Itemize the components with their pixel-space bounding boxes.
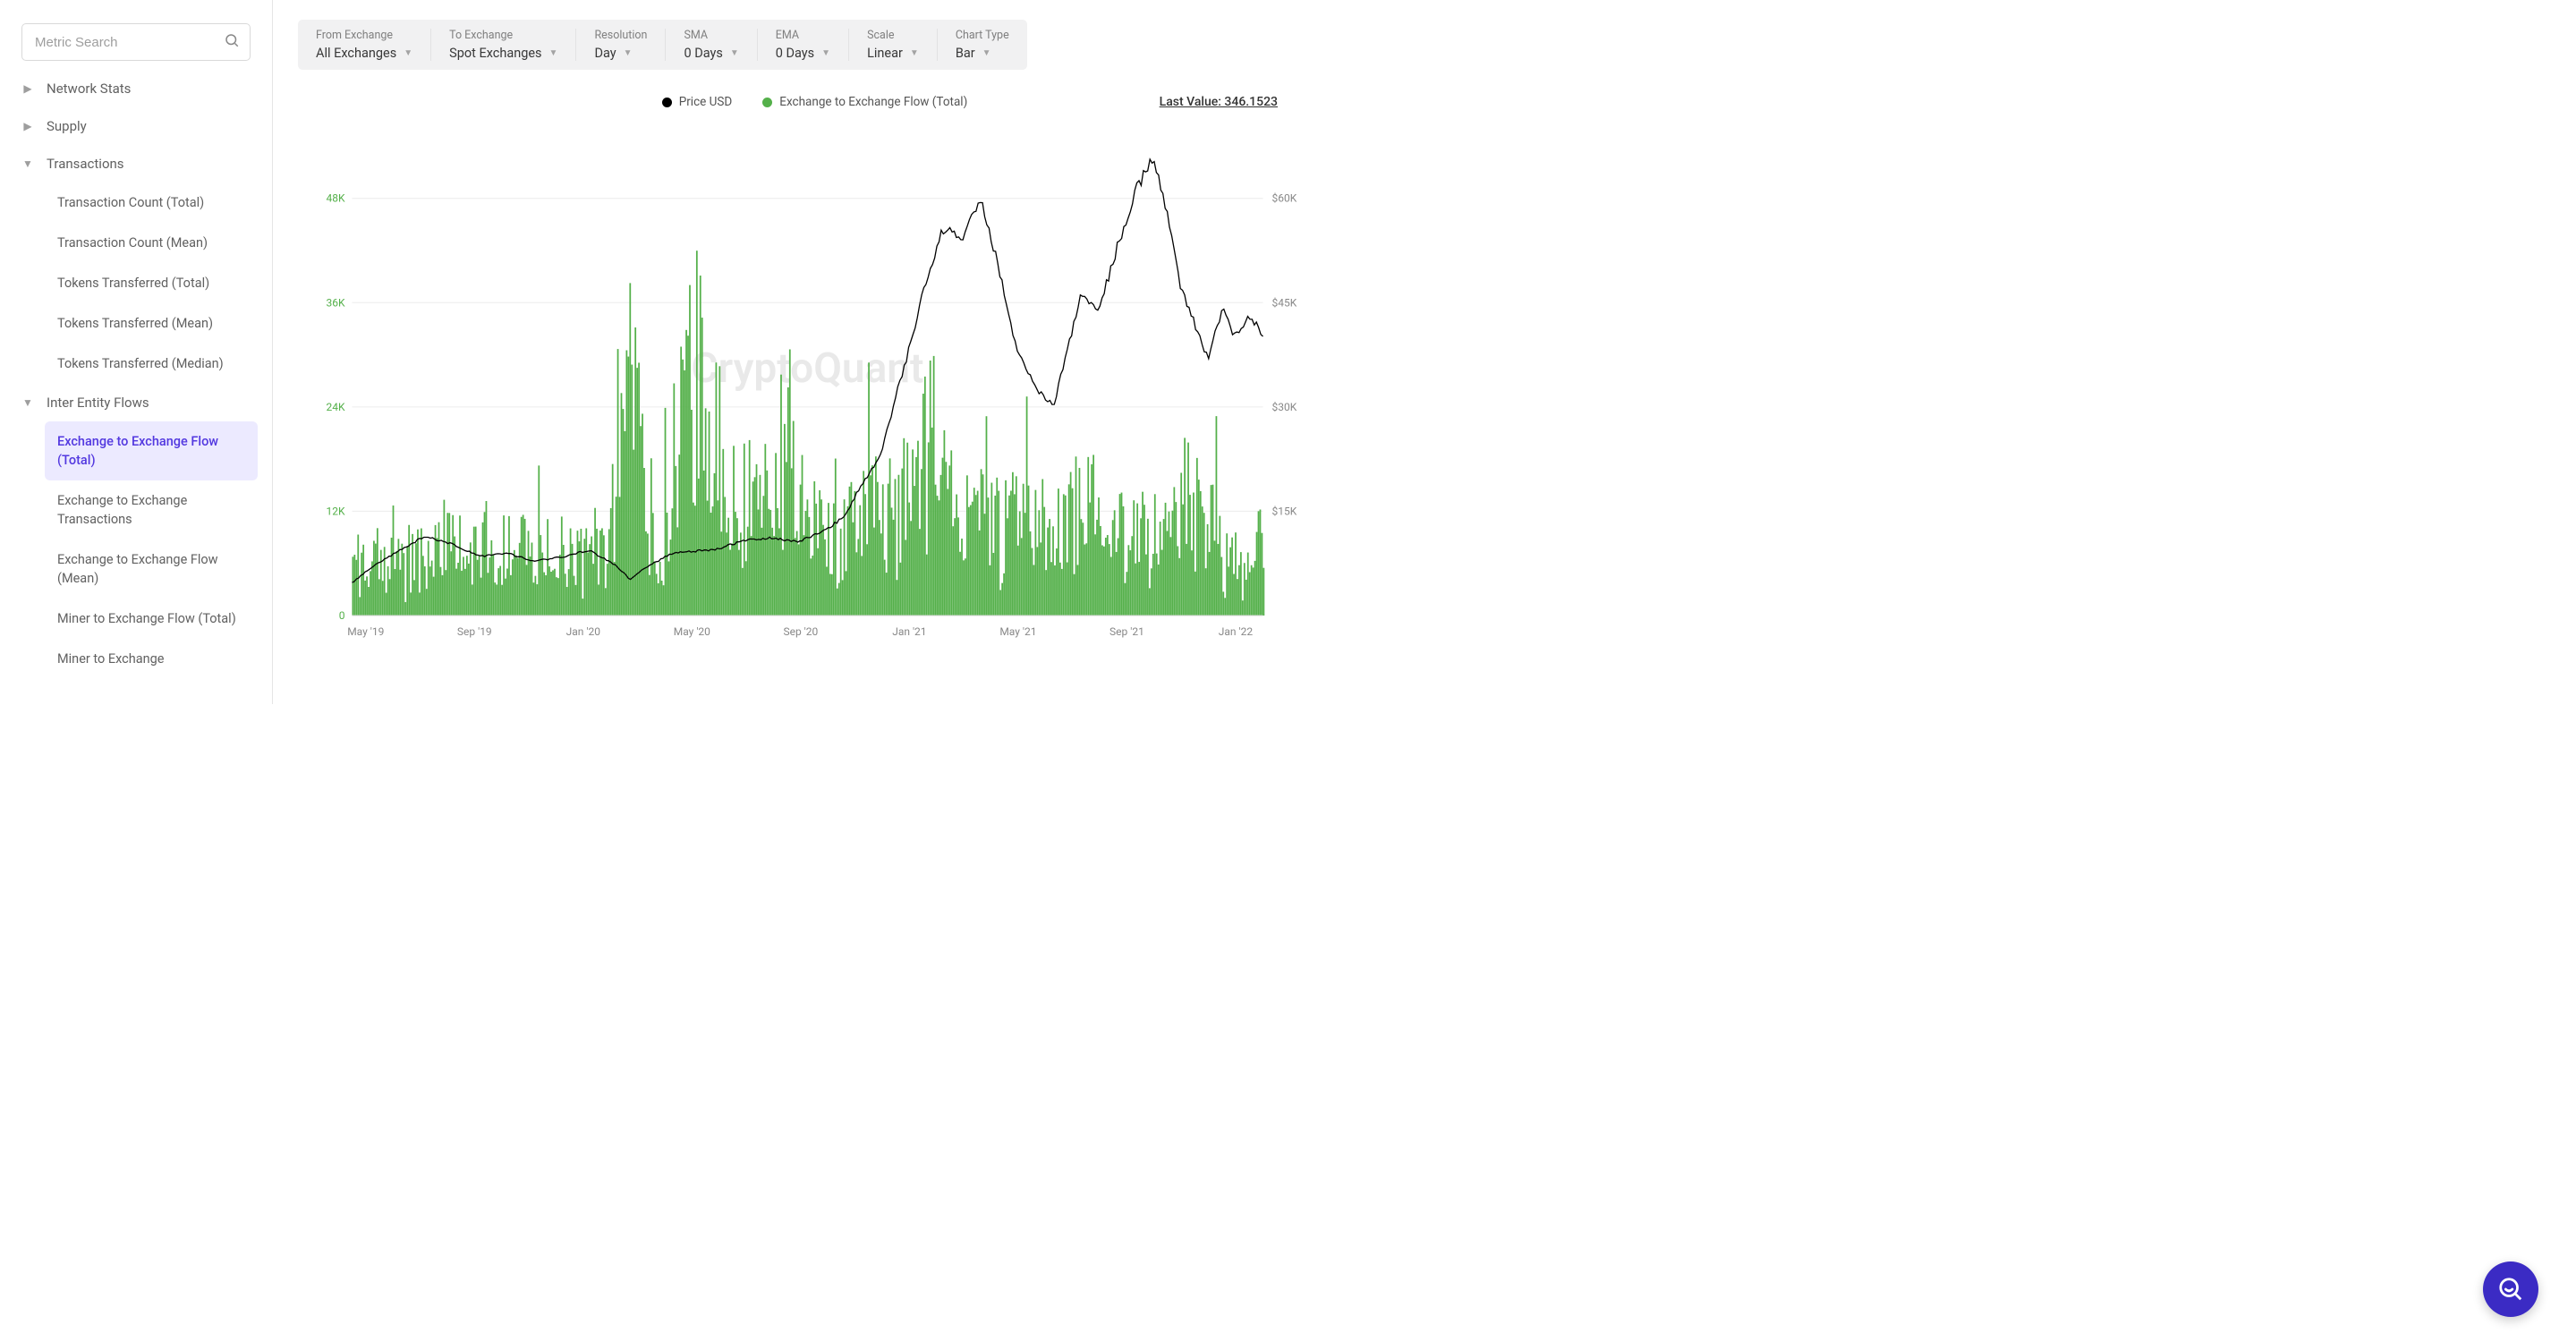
filter: Scale Linear ▼ [849,29,938,61]
sidebar-item[interactable]: Miner to Exchange Flow (Total) [45,599,258,639]
svg-text:$60K: $60K [1272,192,1297,205]
sidebar-item[interactable]: Tokens Transferred (Mean) [45,303,258,344]
nav-children: Transaction Count (Total)Transaction Cou… [45,183,258,384]
chevron-down-icon: ▼ [21,396,34,409]
svg-text:May '20: May '20 [674,625,710,638]
chevron-down-icon: ▼ [21,157,34,170]
svg-text:Jan '22: Jan '22 [1219,625,1254,638]
filter-dropdown[interactable]: Linear ▼ [867,46,919,61]
chevron-down-icon: ▼ [404,48,412,58]
legend-dot-flow [762,98,772,107]
svg-text:Sep '20: Sep '20 [783,625,818,638]
nav-group[interactable]: ▼ Inter Entity Flows [14,384,258,421]
filter-dropdown[interactable]: Spot Exchanges ▼ [449,46,557,61]
filter-value-text: 0 Days [684,46,722,61]
legend-flow[interactable]: Exchange to Exchange Flow (Total) [762,95,967,109]
svg-text:$15K: $15K [1272,505,1297,517]
magnify-smile-icon [2497,1276,2524,1303]
svg-text:24K: 24K [326,401,344,413]
nav-group[interactable]: ▼ Transactions [14,145,258,183]
chart-svg: 0 12K 24K 36K 48K $15K $30K $45K $60K CryptoQuant… [298,118,1331,651]
filter-value-text: 0 Days [776,46,814,61]
svg-text:Sep '21: Sep '21 [1109,625,1144,638]
filter: From Exchange All Exchanges ▼ [298,29,431,61]
svg-text:48K: 48K [326,192,344,205]
chevron-right-icon: ▶ [21,120,34,132]
filter-bar: From Exchange All Exchanges ▼ To Exchange Sp… [298,20,1027,70]
chevron-down-icon: ▼ [821,48,830,58]
sidebar-item[interactable]: Transaction Count (Total) [45,183,258,223]
filter-dropdown[interactable]: 0 Days ▼ [776,46,830,61]
legend-label-flow: Exchange to Exchange Flow (Total) [779,95,967,109]
filter-value-text: Day [594,46,616,61]
filter-value-text: Bar [956,46,975,61]
main-panel: From Exchange All Exchanges ▼ To Exchange Sp… [273,0,1356,704]
filter-dropdown[interactable]: Day ▼ [594,46,647,61]
nav-tree: ▶ Network Stats ▶ Supply ▼ Transactions Transa… [14,70,258,679]
filter-dropdown[interactable]: 0 Days ▼ [684,46,738,61]
filter: Chart Type Bar ▼ [938,29,1027,61]
legend-row: Price USD Exchange to Exchange Flow (Tot… [298,95,1331,109]
filter: EMA 0 Days ▼ [758,29,849,61]
filter-value-text: All Exchanges [316,46,396,61]
svg-text:Jan '20: Jan '20 [566,625,601,638]
chart-container: 0 12K 24K 36K 48K $15K $30K $45K $60K CryptoQuant… [298,118,1331,651]
filter-dropdown[interactable]: Bar ▼ [956,46,1009,61]
filter-label: Chart Type [956,29,1009,42]
nav-group-label: Transactions [47,156,124,172]
svg-text:$45K: $45K [1272,296,1297,309]
chevron-down-icon: ▼ [549,48,558,58]
nav-group-label: Inter Entity Flows [47,395,149,411]
last-value-link[interactable]: Last Value: 346.1523 [1160,95,1278,109]
chevron-down-icon: ▼ [730,48,739,58]
nav-group[interactable]: ▶ Supply [14,107,258,145]
sidebar-item[interactable]: Exchange to Exchange Flow (Mean) [45,539,258,599]
filter-label: EMA [776,29,830,42]
nav-group-label: Network Stats [47,81,131,97]
chevron-down-icon: ▼ [624,48,633,58]
sidebar: ▶ Network Stats ▶ Supply ▼ Transactions Transa… [0,0,273,704]
chevron-down-icon: ▼ [982,48,991,58]
svg-text:CryptoQuant: CryptoQuant [692,344,924,393]
help-fab[interactable] [2483,1261,2538,1317]
filter-label: Resolution [594,29,647,42]
svg-text:May '19: May '19 [347,625,384,638]
sidebar-item[interactable]: Miner to Exchange [45,639,258,679]
legend-dot-price [662,98,672,107]
nav-children: Exchange to Exchange Flow (Total)Exchang… [45,421,258,679]
chevron-right-icon: ▶ [21,82,34,95]
filter: SMA 0 Days ▼ [666,29,757,61]
sidebar-item[interactable]: Exchange to Exchange Transactions [45,480,258,539]
legend-label-price: Price USD [679,95,733,109]
legend-price[interactable]: Price USD [662,95,733,109]
filter-label: SMA [684,29,738,42]
filter-value-text: Linear [867,46,903,61]
svg-text:12K: 12K [326,505,344,517]
sidebar-item[interactable]: Tokens Transferred (Median) [45,344,258,384]
sidebar-item[interactable]: Tokens Transferred (Total) [45,263,258,303]
nav-group-label: Supply [47,118,87,134]
nav-group[interactable]: ▶ Network Stats [14,70,258,107]
svg-text:36K: 36K [326,296,344,309]
chevron-down-icon: ▼ [910,48,919,58]
filter: To Exchange Spot Exchanges ▼ [431,29,576,61]
svg-text:Jan '21: Jan '21 [892,625,926,638]
filter-label: From Exchange [316,29,412,42]
search-container [21,23,251,61]
filter-label: Scale [867,29,919,42]
filter: Resolution Day ▼ [576,29,666,61]
filter-label: To Exchange [449,29,557,42]
sidebar-item[interactable]: Exchange to Exchange Flow (Total) [45,421,258,480]
search-input[interactable] [21,23,251,61]
sidebar-item[interactable]: Transaction Count (Mean) [45,223,258,263]
filter-dropdown[interactable]: All Exchanges ▼ [316,46,412,61]
svg-text:$30K: $30K [1272,401,1297,413]
svg-text:May '21: May '21 [999,625,1036,638]
svg-text:0: 0 [339,609,345,622]
svg-text:Sep '19: Sep '19 [457,625,492,638]
filter-value-text: Spot Exchanges [449,46,541,61]
